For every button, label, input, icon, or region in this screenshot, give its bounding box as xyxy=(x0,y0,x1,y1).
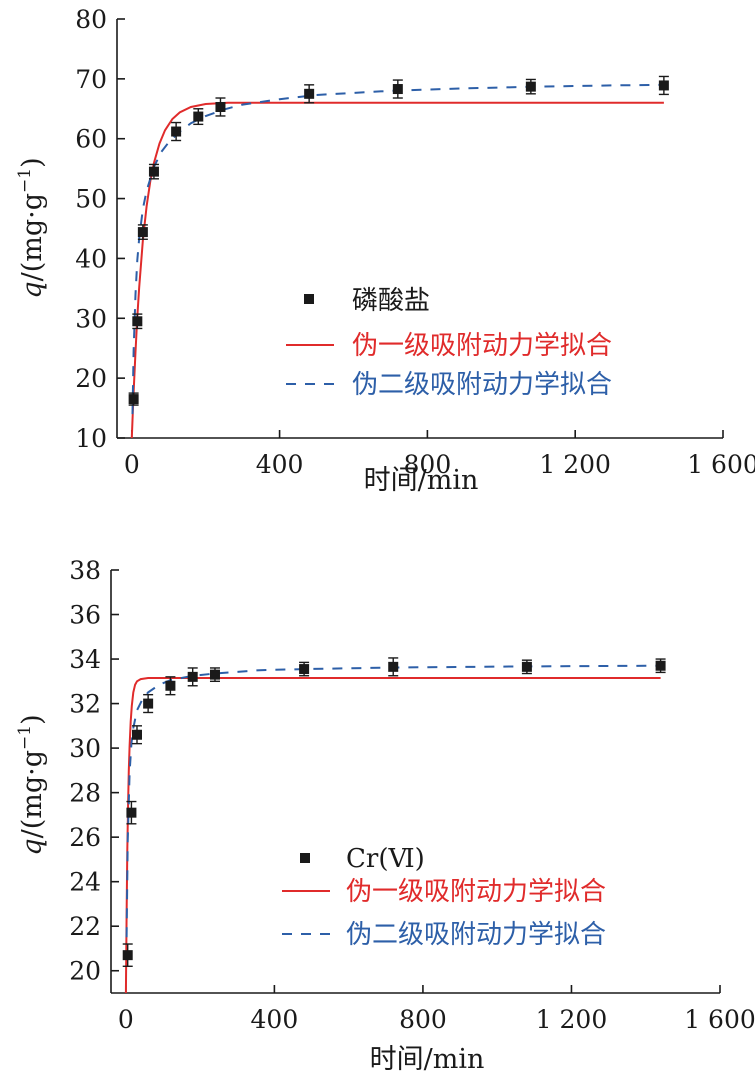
y-tick-label: 24 xyxy=(69,868,101,897)
plot-area: 0 400 800 1 200 1 600 20 22 24 26 28 30 32 34 36 38 xyxy=(69,556,755,1034)
data-point xyxy=(137,227,148,238)
data-point xyxy=(131,729,142,740)
y-tick-label: 22 xyxy=(69,912,101,941)
data-point xyxy=(525,81,536,92)
y-tick-label: 30 xyxy=(69,734,101,763)
y-tick-label: 20 xyxy=(69,957,101,986)
data-point xyxy=(122,950,133,961)
data-point xyxy=(655,660,666,671)
x-tick-label: 0 xyxy=(124,450,140,479)
legend-label-pfo: 伪一级吸附动力学拟合 xyxy=(346,877,606,907)
chart-phosphate: 0 400 800 1 200 1 600 10 20 30 40 50 60 70 80 时间/min… xyxy=(15,5,755,496)
data-point xyxy=(215,101,226,112)
data-point xyxy=(165,680,176,691)
y-tick-label: 80 xyxy=(75,5,107,34)
y-tick-label: 32 xyxy=(69,690,101,719)
y-axis-title-exponent: −1 xyxy=(15,168,35,193)
x-axis-title: 时间/min xyxy=(364,465,479,496)
y-axis-title-unit: /(mg·g xyxy=(17,193,48,281)
x-tick-label: 0 xyxy=(118,1005,134,1034)
y-axis-title-unit: /(mg·g xyxy=(17,750,48,838)
y-axis-title-q: q xyxy=(17,281,48,298)
x-tick-label: 1 600 xyxy=(684,1005,755,1034)
legend: 磷酸盐 伪一级吸附动力学拟合 伪二级吸附动力学拟合 xyxy=(286,286,612,400)
legend-label-pso: 伪二级吸附动力学拟合 xyxy=(352,370,612,400)
y-tick-label: 30 xyxy=(75,304,107,333)
legend-label-pfo: 伪一级吸附动力学拟合 xyxy=(352,331,612,361)
y-axis-title-close: ) xyxy=(17,157,48,168)
y-tick-label: 20 xyxy=(75,364,107,393)
x-tick-label: 800 xyxy=(399,1005,447,1034)
y-tick-label: 38 xyxy=(69,556,101,585)
x-tick-label: 1 600 xyxy=(687,450,755,479)
data-point xyxy=(128,394,139,405)
y-tick-label: 34 xyxy=(69,645,101,674)
x-tick-label: 400 xyxy=(256,450,304,479)
y-tick-label: 70 xyxy=(75,65,107,94)
data-point xyxy=(388,661,399,672)
data-point xyxy=(126,807,137,818)
chart-chromium: 0 400 800 1 200 1 600 20 22 24 26 28 30 32 34 36 38 时间… xyxy=(15,556,755,1075)
legend: Cr(Ⅵ) 伪一级吸附动力学拟合 伪二级吸附动力学拟合 xyxy=(282,844,606,950)
data-point xyxy=(304,88,315,99)
plot-area: 0 400 800 1 200 1 600 10 20 30 40 50 60 70 80 xyxy=(75,5,755,479)
y-tick-label: 40 xyxy=(75,244,107,273)
legend-marker-points xyxy=(304,294,314,304)
legend-marker-points xyxy=(300,853,310,863)
y-axis-title: q/(mg·g−1) xyxy=(15,714,48,855)
data-point xyxy=(193,111,204,122)
data-point xyxy=(148,166,159,177)
x-tick-label: 400 xyxy=(251,1005,299,1034)
data-point xyxy=(143,698,154,709)
data-point xyxy=(209,669,220,680)
x-axis-title: 时间/min xyxy=(370,1044,485,1075)
x-tick-label: 1 200 xyxy=(539,450,611,479)
x-tick-label: 1 200 xyxy=(536,1005,608,1034)
y-tick-label: 36 xyxy=(69,601,101,630)
y-axis-title: q/(mg·g−1) xyxy=(15,157,48,298)
data-point xyxy=(299,664,310,675)
data-point xyxy=(132,316,143,327)
y-tick-label: 26 xyxy=(69,823,101,852)
data-point xyxy=(171,126,182,137)
legend-label-pso: 伪二级吸附动力学拟合 xyxy=(346,920,606,950)
fit-line-pso xyxy=(125,664,661,938)
y-axis-title-close: ) xyxy=(17,714,48,725)
y-tick-label: 28 xyxy=(69,779,101,808)
data-point xyxy=(521,661,532,672)
fit-line-pso xyxy=(131,83,664,415)
data-point xyxy=(187,671,198,682)
y-tick-label: 10 xyxy=(75,424,107,453)
legend-label-points: Cr(Ⅵ) xyxy=(346,844,425,874)
data-point xyxy=(658,80,669,91)
legend-label-points: 磷酸盐 xyxy=(352,286,430,316)
y-tick-label: 50 xyxy=(75,185,107,214)
y-axis-title-q: q xyxy=(17,838,48,855)
y-tick-label: 60 xyxy=(75,125,107,154)
data-point xyxy=(392,84,403,95)
y-axis-title-exponent: −1 xyxy=(15,725,35,750)
fit-line-pfo xyxy=(130,101,664,439)
x-tick-label: 800 xyxy=(404,450,452,479)
